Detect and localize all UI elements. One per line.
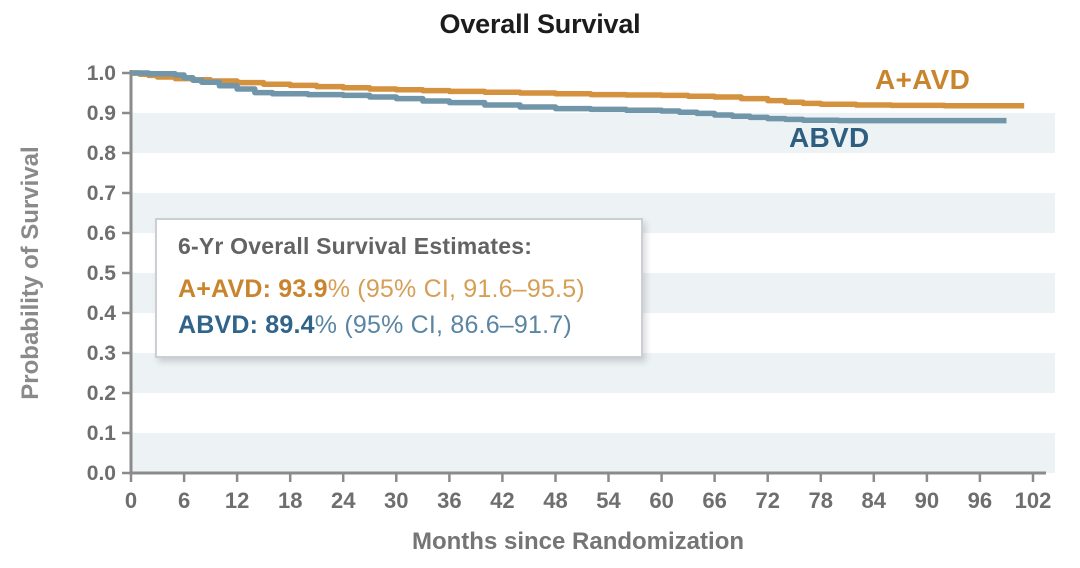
y-tick-label: 0.7: [87, 182, 116, 205]
estimate-a-avd-ci: % (95% CI, 91.6–95.5): [327, 275, 585, 303]
estimates-box: 6-Yr Overall Survival Estimates: A+AVD: …: [155, 218, 643, 358]
x-tick-label: 78: [809, 488, 833, 513]
y-axis-title: Probability of Survival: [17, 146, 44, 400]
x-tick-label: 30: [384, 488, 408, 513]
y-tick-label: 0.2: [87, 382, 116, 405]
estimate-abvd-value: ABVD: 89.4: [178, 311, 315, 339]
x-tick-label: 54: [596, 488, 621, 513]
x-tick-label: 12: [225, 488, 249, 513]
survival-curve-abvd: [131, 70, 1007, 124]
plot-band: [131, 353, 1055, 393]
y-tick-label: 0.5: [87, 262, 117, 285]
x-tick-label: 102: [1015, 488, 1052, 513]
y-tick-label: 0.4: [87, 302, 117, 325]
x-tick-label: 60: [649, 488, 673, 513]
estimate-line-abvd: ABVD: 89.4% (95% CI, 86.6–91.7): [178, 311, 641, 340]
y-tick-label: 0.0: [87, 462, 116, 485]
x-axis-title: Months since Randomization: [411, 528, 745, 555]
y-tick-label: 0.6: [87, 222, 116, 245]
x-tick-label: 42: [490, 488, 514, 513]
y-tick-label: 0.8: [87, 142, 117, 165]
x-tick-label: 0: [125, 488, 137, 513]
x-tick-label: 36: [437, 488, 461, 513]
y-tick-label: 0.3: [87, 342, 116, 365]
x-tick-label: 24: [331, 488, 356, 513]
y-tick-label: 0.9: [87, 102, 116, 125]
curve-label-abvd: ABVD: [789, 122, 870, 153]
x-tick-label: 72: [755, 488, 779, 513]
estimate-abvd-ci: % (95% CI, 86.6–91.7): [314, 311, 572, 339]
estimates-heading: 6-Yr Overall Survival Estimates:: [178, 233, 533, 259]
y-tick-label: 0.1: [87, 422, 117, 445]
x-tick-label: 18: [278, 488, 302, 513]
x-tick-label: 48: [543, 488, 567, 513]
x-tick-label: 90: [915, 488, 939, 513]
x-tick-label: 96: [968, 488, 992, 513]
x-tick-label: 6: [178, 488, 190, 513]
x-tick-label: 84: [862, 488, 887, 513]
y-tick-label: 1.0: [87, 62, 116, 85]
curve-label-a-avd: A+AVD: [875, 64, 971, 95]
estimate-line-a-avd: A+AVD: 93.9% (95% CI, 91.6–95.5): [178, 275, 641, 304]
plot-band: [131, 433, 1055, 473]
chart-title: Overall Survival: [439, 9, 641, 39]
x-tick-label: 66: [702, 488, 726, 513]
estimate-a-avd-value: A+AVD: 93.9: [178, 275, 328, 303]
